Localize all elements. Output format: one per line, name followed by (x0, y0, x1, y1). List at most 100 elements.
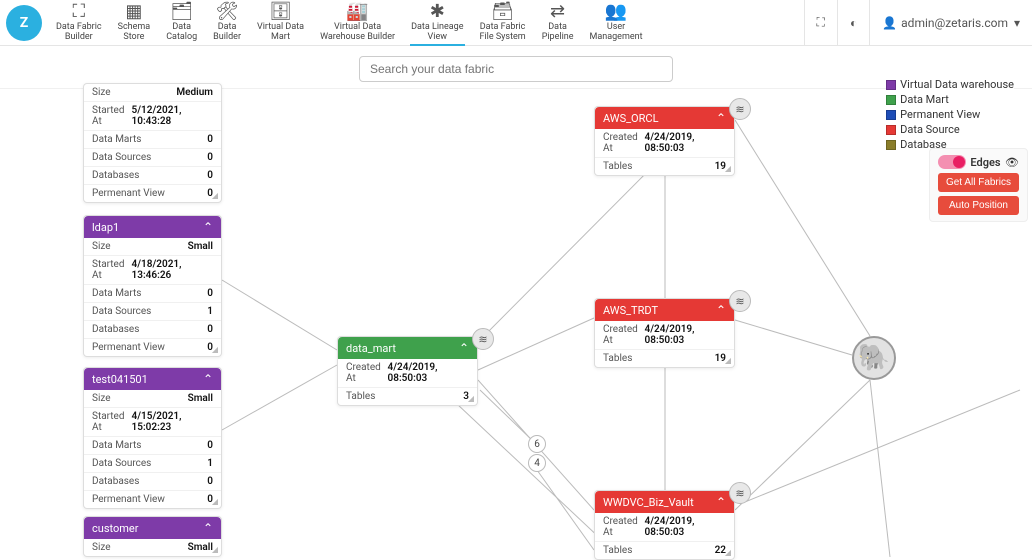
database-icon[interactable]: ≋ (729, 290, 751, 312)
card-row: Tables19 (595, 349, 734, 367)
card-header[interactable]: customer ⌃ (84, 517, 221, 539)
row-label: Data Sources (92, 306, 151, 317)
row-label: Permenant View (92, 494, 165, 505)
node-card[interactable]: AWS_ORCL⌃Created At4/24/2019, 08:50:03Ta… (594, 106, 735, 176)
user-menu[interactable]: 👤 admin@zetaris.com ▾ (869, 0, 1032, 45)
card-header[interactable]: AWS_TRDT ⌃ (595, 299, 734, 321)
row-value: Medium (176, 87, 213, 98)
card-row: Data Marts0 (84, 436, 221, 454)
card-row: Data Marts0 (84, 284, 221, 302)
nav-label: Virtual DataMart (257, 23, 304, 43)
card-body: Created At4/24/2019, 08:50:03Tables19 (595, 129, 734, 175)
nav-item[interactable]: ⛶Data FabricBuilder (48, 0, 110, 45)
row-value: 0 (207, 324, 213, 335)
nav-item[interactable]: ▦SchemaStore (110, 0, 159, 45)
card-header[interactable]: test041501⌃ (84, 368, 221, 390)
nav-icon: 🗄 (269, 2, 292, 22)
chevron-up-icon[interactable]: ⌃ (716, 495, 726, 509)
resize-handle[interactable]: ◢ (212, 345, 218, 354)
theme-icon[interactable]: ◐ (837, 0, 869, 45)
card-header[interactable]: ldap1⌃ (84, 216, 221, 238)
row-label: Data Marts (92, 134, 141, 145)
fit-icon[interactable]: ⛶ (804, 0, 837, 45)
resize-handle[interactable]: ◢ (212, 545, 218, 554)
card-header[interactable]: AWS_ORCL⌃ (595, 107, 734, 129)
row-value: 0 (207, 288, 213, 299)
card-header[interactable]: WWDVC_Biz_Vault⌃ (595, 491, 734, 513)
logo: Z (6, 5, 42, 41)
card-row: Created At4/24/2019, 08:50:03 (595, 513, 734, 541)
row-label: Databases (92, 324, 139, 335)
nav-item[interactable]: 🛠DataBuilder (205, 0, 249, 45)
nav-icon: 🗃 (491, 2, 514, 22)
postgres-node[interactable]: 🐘 (852, 336, 896, 380)
row-label: Tables (346, 391, 375, 402)
card-row: Data Sources 1 (84, 302, 221, 320)
nav-item[interactable]: 🗄Virtual DataMart (249, 0, 312, 45)
nav-item[interactable]: 🗃Data FabricFile System (471, 0, 533, 45)
card-body: Created At4/24/2019, 08:50:03Tables19 (595, 321, 734, 367)
nav-item[interactable]: 🗂DataCatalog (158, 0, 205, 45)
nav-icon: 🏭 (346, 2, 368, 22)
card-title: data_mart (346, 342, 396, 355)
resize-handle[interactable]: ◢ (468, 394, 474, 403)
card-title: customer (92, 522, 138, 535)
card-row: Databases0 (84, 166, 221, 184)
card-row: Databases 0 (84, 320, 221, 338)
card-row: Databases0 (84, 472, 221, 490)
row-label: Tables (603, 353, 632, 364)
node-card[interactable]: SizeMediumStarted At5/12/2021, 10:43:28D… (83, 83, 222, 203)
row-value: Small (188, 393, 213, 404)
resize-handle[interactable]: ◢ (212, 191, 218, 200)
card-title: AWS_TRDT (603, 304, 658, 317)
card-header[interactable]: data_mart ⌃ (338, 337, 477, 359)
nav-item[interactable]: 🏭Virtual DataWarehouse Builder (312, 0, 403, 45)
chevron-up-icon[interactable]: ⌃ (459, 341, 469, 355)
row-value: 4/24/2019, 08:50:03 (388, 362, 469, 384)
card-body: SizeSmall (84, 539, 221, 556)
row-value: 1 (207, 306, 213, 317)
nav-icon: ⛶ (73, 2, 86, 22)
node-card[interactable]: customer ⌃ SizeSmall◢ (83, 516, 222, 557)
row-label: Permenant View (92, 188, 165, 199)
database-icon[interactable]: ≋ (729, 482, 751, 504)
resize-handle[interactable]: ◢ (725, 164, 731, 173)
row-label: Created At (346, 362, 388, 384)
chevron-up-icon[interactable]: ⌃ (716, 111, 726, 125)
node-card[interactable]: WWDVC_Biz_Vault⌃Created At4/24/2019, 08:… (594, 490, 735, 560)
resize-handle[interactable]: ◢ (725, 356, 731, 365)
resize-handle[interactable]: ◢ (212, 497, 218, 506)
row-label: Created At (603, 132, 645, 154)
card-row: Created At4/24/2019, 08:50:03 (338, 359, 477, 387)
card-row: SizeSmall (84, 238, 221, 255)
node-card[interactable]: ldap1⌃SizeSmallStarted At4/18/2021, 13:4… (83, 215, 222, 357)
database-icon[interactable]: ≋ (472, 328, 494, 350)
row-value: 5/12/2021, 10:43:28 (132, 105, 213, 127)
card-row: Tables22 (595, 541, 734, 559)
row-value: 4/18/2021, 13:46:26 (132, 259, 213, 281)
chevron-up-icon[interactable]: ⌃ (203, 372, 213, 386)
card-row: Started At5/12/2021, 10:43:28 (84, 101, 221, 130)
card-row: SizeMedium (84, 84, 221, 101)
user-icon: 👤 (882, 16, 897, 30)
search-input[interactable] (359, 56, 673, 82)
nav-item[interactable]: ✱Data LineageView (403, 0, 471, 45)
database-icon[interactable]: ≋ (729, 98, 751, 120)
node-card[interactable]: AWS_TRDT ⌃ Created At4/24/2019, 08:50:03Ta… (594, 298, 735, 368)
nav-icon: 🛠 (216, 2, 239, 22)
card-row: Data Sources0 (84, 148, 221, 166)
node-card[interactable]: data_mart⌃Created At4/24/2019, 08:50:03T… (337, 336, 478, 406)
resize-handle[interactable]: ◢ (725, 548, 731, 557)
row-label: Started At (92, 105, 132, 127)
card-row: Tables3 (338, 387, 477, 405)
chevron-up-icon[interactable]: ⌃ (203, 220, 213, 234)
node-card[interactable]: test041501⌃SizeSmallStarted At4/15/2021,… (83, 367, 222, 509)
nav-icon: ▦ (125, 2, 142, 22)
nav-item[interactable]: ⇄DataPipeline (534, 0, 582, 45)
nav-item[interactable]: 👥UserManagement (582, 0, 651, 45)
row-value: 4/24/2019, 08:50:03 (645, 132, 726, 154)
chevron-up-icon[interactable]: ⌃ (203, 521, 213, 535)
chevron-up-icon[interactable]: ⌃ (716, 303, 726, 317)
canvas[interactable]: SizeMediumStarted At5/12/2021, 10:43:28D… (0, 80, 1032, 557)
row-value: Small (188, 241, 213, 252)
